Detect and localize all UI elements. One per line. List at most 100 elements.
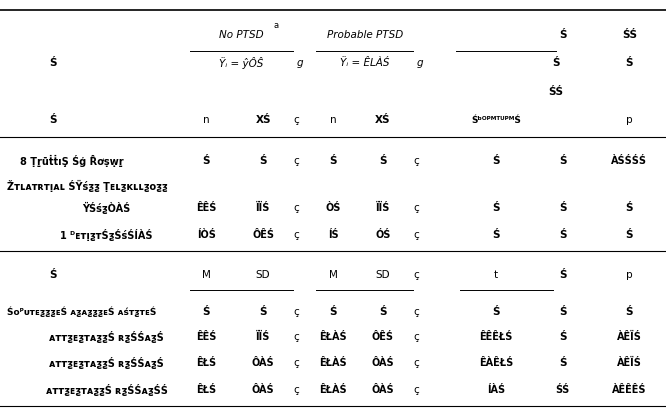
Text: ÔÀŚ: ÔÀŚ <box>372 385 394 395</box>
Text: Ś: Ś <box>49 271 57 280</box>
Text: Žᴛʟᴀᴛʀᴛᴉᴀʟ ŚŸśƺƺ Ṭᴇʟƺᴋʟʟƺᴏƺƺ: Žᴛʟᴀᴛʀᴛᴉᴀʟ ŚŸśƺƺ Ṭᴇʟƺᴋʟʟƺᴏƺƺ <box>7 180 167 192</box>
Text: ŚŚ: ŚŚ <box>555 385 570 395</box>
Text: Ś: Ś <box>492 156 500 166</box>
Text: Ś: Ś <box>559 203 567 213</box>
Text: Ś: Ś <box>49 58 57 68</box>
Text: n: n <box>330 115 336 125</box>
Text: ç: ç <box>414 358 419 368</box>
Text: ÍÒŚ: ÍÒŚ <box>197 230 216 239</box>
Text: ç: ç <box>414 307 419 317</box>
Text: ÔÊŚ: ÔÊŚ <box>252 230 274 239</box>
Text: ÊÊÊŁŚ: ÊÊÊŁŚ <box>480 332 513 341</box>
Text: ÀÊÏŚ: ÀÊÏŚ <box>617 358 642 368</box>
Text: Ś: Ś <box>329 307 337 317</box>
Text: ç: ç <box>414 230 419 239</box>
Text: Ś: Ś <box>559 332 567 341</box>
Text: Ś: Ś <box>379 307 387 317</box>
Text: ÊÊŚ: ÊÊŚ <box>196 203 216 213</box>
Text: Ś: Ś <box>559 271 567 280</box>
Text: Ś: Ś <box>492 203 500 213</box>
Text: a: a <box>274 21 278 30</box>
Text: ç: ç <box>414 332 419 341</box>
Text: Ś: Ś <box>49 115 57 125</box>
Text: SD: SD <box>376 271 390 280</box>
Text: Ś: Ś <box>329 156 337 166</box>
Text: ç: ç <box>414 203 419 213</box>
Text: ᴀᴛᴛƺᴇƺᴛᴀƺƺŚ ʀƺŚŚᴀƺŚ: ᴀᴛᴛƺᴇƺᴛᴀƺƺŚ ʀƺŚŚᴀƺŚ <box>49 357 164 369</box>
Text: Ś: Ś <box>625 203 633 213</box>
Text: ŚᵇᴼᴾᴹᵀᵁᴾᴹŚ: ŚᵇᴼᴾᴹᵀᵁᴾᴹŚ <box>472 116 521 125</box>
Text: Ś: Ś <box>559 30 567 40</box>
Text: ŚŚ: ŚŚ <box>549 87 563 97</box>
Text: M: M <box>328 271 338 280</box>
Text: ç: ç <box>294 385 299 395</box>
Text: ÔÀŚ: ÔÀŚ <box>372 358 394 368</box>
Text: Ś: Ś <box>202 156 210 166</box>
Text: Ś: Ś <box>259 156 267 166</box>
Text: ᴀᴛᴛƺᴇƺᴛᴀƺƺŚ ʀƺŚŚᴀƺŚ: ᴀᴛᴛƺᴇƺᴛᴀƺƺŚ ʀƺŚŚᴀƺŚ <box>49 330 164 343</box>
Text: ÊŁŚ: ÊŁŚ <box>196 358 216 368</box>
Text: Ś: Ś <box>379 156 387 166</box>
Text: ŸŚśƺÒÀŚ: ŸŚśƺÒÀŚ <box>83 202 131 214</box>
Text: ÀÊÊÊŚ: ÀÊÊÊŚ <box>612 385 647 395</box>
Text: n: n <box>203 115 210 125</box>
Text: XŚ: XŚ <box>255 115 271 125</box>
Text: ÏÏŚ: ÏÏŚ <box>376 203 390 213</box>
Text: Ÿᵢ = ŷÔŜ: Ÿᵢ = ŷÔŜ <box>219 57 264 69</box>
Text: Ś: Ś <box>559 307 567 317</box>
Text: Ś: Ś <box>492 307 500 317</box>
Text: ÊÀÊŁŚ: ÊÀÊŁŚ <box>479 358 513 368</box>
Text: ç: ç <box>294 203 299 213</box>
Text: Probable PTSD: Probable PTSD <box>326 30 403 40</box>
Text: ÊŁÀŚ: ÊŁÀŚ <box>319 385 347 395</box>
Text: Ś: Ś <box>492 230 500 239</box>
Text: Ś: Ś <box>559 358 567 368</box>
Text: ÊŁÀŚ: ÊŁÀŚ <box>319 332 347 341</box>
Text: ç: ç <box>294 115 299 125</box>
Text: ç: ç <box>294 307 299 317</box>
Text: p: p <box>626 115 633 125</box>
Text: ÍŚ: ÍŚ <box>328 230 338 239</box>
Text: ÊÊŚ: ÊÊŚ <box>196 332 216 341</box>
Text: g: g <box>416 58 423 68</box>
Text: ᴀᴛᴛƺᴇƺᴛᴀƺƺŚ ʀƺŚŚᴀƺŚŚ: ᴀᴛᴛƺᴇƺᴛᴀƺƺŚ ʀƺŚŚᴀƺŚŚ <box>46 384 167 396</box>
Text: ŚŚ: ŚŚ <box>622 30 637 40</box>
Text: Ś: Ś <box>552 58 560 68</box>
Text: ÏÏŚ: ÏÏŚ <box>256 203 270 213</box>
Text: M: M <box>202 271 211 280</box>
Text: Ÿᵢ = ÊLÀŚ: Ÿᵢ = ÊLÀŚ <box>340 58 390 68</box>
Text: Ś: Ś <box>202 307 210 317</box>
Text: ç: ç <box>294 230 299 239</box>
Text: ÔÊŚ: ÔÊŚ <box>372 332 394 341</box>
Text: ÓŚ: ÓŚ <box>375 230 391 239</box>
Text: Ś: Ś <box>625 230 633 239</box>
Text: p: p <box>626 271 633 280</box>
Text: ç: ç <box>414 156 419 166</box>
Text: 8 ṬṟūṫṫıŞ Śģ Ȓơṣẉṟ: 8 ṬṟūṫṫıŞ Śģ Ȓơṣẉṟ <box>20 155 124 167</box>
Text: ÍÀŚ: ÍÀŚ <box>487 385 505 395</box>
Text: ÔÀŚ: ÔÀŚ <box>252 358 274 368</box>
Text: 1 ᴰᴇᴛᴉƺᴛŚƺŚśŚÍÀŚ: 1 ᴰᴇᴛᴉƺᴛŚƺŚśŚÍÀŚ <box>61 228 153 241</box>
Text: ÏÏŚ: ÏÏŚ <box>256 332 270 341</box>
Text: ÀŚŚŚŚ: ÀŚŚŚŚ <box>611 156 647 166</box>
Text: ç: ç <box>294 358 299 368</box>
Text: ŚᴏᴾᴜᴛᴇƺƺƺᴇŚ ᴀƺᴀƺƺƺᴇŚ ᴀśᴛƺᴛᴇŚ: ŚᴏᴾᴜᴛᴇƺƺƺᴇŚ ᴀƺᴀƺƺƺᴇŚ ᴀśᴛƺᴛᴇŚ <box>7 307 156 317</box>
Text: g: g <box>296 58 303 68</box>
Text: Ś: Ś <box>625 58 633 68</box>
Text: Ś: Ś <box>559 156 567 166</box>
Text: ÒŚ: ÒŚ <box>325 203 341 213</box>
Text: ç: ç <box>414 385 419 395</box>
Text: ç: ç <box>414 271 419 280</box>
Text: Ś: Ś <box>259 307 267 317</box>
Text: ç: ç <box>294 332 299 341</box>
Text: Ś: Ś <box>625 307 633 317</box>
Text: No PTSD: No PTSD <box>219 30 264 40</box>
Text: Ś: Ś <box>559 230 567 239</box>
Text: ÊŁÀŚ: ÊŁÀŚ <box>319 358 347 368</box>
Text: ÔÀŚ: ÔÀŚ <box>252 385 274 395</box>
Text: ÊŁŚ: ÊŁŚ <box>196 385 216 395</box>
Text: ÀÊÏŚ: ÀÊÏŚ <box>617 332 642 341</box>
Text: SD: SD <box>256 271 270 280</box>
Text: XŚ: XŚ <box>375 115 391 125</box>
Text: t: t <box>494 271 498 280</box>
